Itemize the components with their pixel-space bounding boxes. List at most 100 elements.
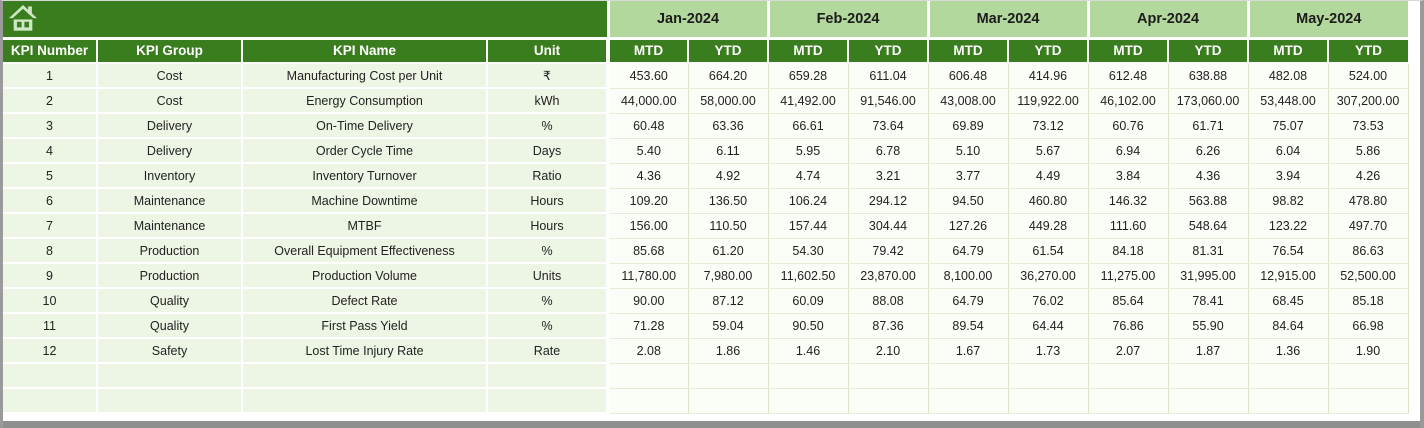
cell-value[interactable]: 11,602.50 <box>768 263 849 289</box>
cell-value[interactable]: 6.04 <box>1248 138 1329 164</box>
cell-value[interactable] <box>1168 388 1249 414</box>
cell-unit[interactable]: Hours <box>487 213 609 239</box>
cell-value[interactable]: 46,102.00 <box>1088 88 1169 114</box>
cell-value[interactable]: 11,780.00 <box>606 263 689 289</box>
cell-unit[interactable]: % <box>487 288 609 314</box>
cell-value[interactable]: 7,980.00 <box>688 263 769 289</box>
cell-value[interactable]: 1.46 <box>768 338 849 364</box>
cell-value[interactable]: 90.50 <box>768 313 849 339</box>
cell-value[interactable]: 3.77 <box>928 163 1009 189</box>
cell-value[interactable]: 88.08 <box>848 288 929 314</box>
cell-kpi-number[interactable]: 8 <box>3 238 98 264</box>
month-header-mar-2024[interactable]: Mar-2024 <box>926 1 1089 40</box>
cell-value[interactable]: 659.28 <box>768 63 849 89</box>
cell-kpi-group[interactable]: Safety <box>97 338 243 364</box>
cell-value[interactable]: 79.42 <box>848 238 929 264</box>
cell-value[interactable]: 31,995.00 <box>1168 263 1249 289</box>
cell-kpi-number[interactable]: 4 <box>3 138 98 164</box>
month-header-feb-2024[interactable]: Feb-2024 <box>766 1 929 40</box>
cell-kpi-number[interactable]: 1 <box>3 63 98 89</box>
cell-value[interactable]: 4.36 <box>1168 163 1249 189</box>
cell-value[interactable] <box>848 388 929 414</box>
cell-value[interactable]: 6.26 <box>1168 138 1249 164</box>
month-header-apr-2024[interactable]: Apr-2024 <box>1086 1 1249 40</box>
cell-value[interactable]: 109.20 <box>606 188 689 214</box>
cell-value[interactable]: 1.73 <box>1008 338 1089 364</box>
month-header-jan-2024[interactable]: Jan-2024 <box>606 1 769 40</box>
cell-value[interactable] <box>1168 363 1249 389</box>
cell-value[interactable]: 5.40 <box>606 138 689 164</box>
cell-kpi-group[interactable]: Delivery <box>97 138 243 164</box>
cell-value[interactable]: 55.90 <box>1168 313 1249 339</box>
cell-value[interactable]: 11,275.00 <box>1088 263 1169 289</box>
cell-kpi-group[interactable]: Delivery <box>97 113 243 139</box>
cell-unit[interactable]: Rate <box>487 338 609 364</box>
cell-kpi-number[interactable]: 12 <box>3 338 98 364</box>
cell-kpi-name[interactable]: Inventory Turnover <box>242 163 488 189</box>
cell-value[interactable]: 307,200.00 <box>1328 88 1409 114</box>
cell-value[interactable]: 157.44 <box>768 213 849 239</box>
cell-value[interactable]: 612.48 <box>1088 63 1169 89</box>
subheader-ytd[interactable]: YTD <box>847 38 929 64</box>
cell-value[interactable]: 58,000.00 <box>688 88 769 114</box>
cell-value[interactable]: 23,870.00 <box>848 263 929 289</box>
subheader-mtd[interactable]: MTD <box>1087 38 1169 64</box>
cell-value[interactable] <box>1328 388 1409 414</box>
cell-value[interactable]: 6.11 <box>688 138 769 164</box>
cell-kpi-group[interactable]: Maintenance <box>97 188 243 214</box>
cell-value[interactable]: 36,270.00 <box>1008 263 1089 289</box>
cell-value[interactable]: 5.67 <box>1008 138 1089 164</box>
cell-kpi-name[interactable] <box>242 363 488 389</box>
cell-kpi-name[interactable]: First Pass Yield <box>242 313 488 339</box>
cell-kpi-name[interactable] <box>242 388 488 414</box>
cell-unit[interactable]: % <box>487 313 609 339</box>
cell-value[interactable]: 98.82 <box>1248 188 1329 214</box>
cell-unit[interactable]: Days <box>487 138 609 164</box>
cell-value[interactable]: 54.30 <box>768 238 849 264</box>
cell-value[interactable]: 482.08 <box>1248 63 1329 89</box>
cell-kpi-number[interactable]: 3 <box>3 113 98 139</box>
cell-kpi-name[interactable]: Machine Downtime <box>242 188 488 214</box>
cell-value[interactable] <box>1088 363 1169 389</box>
cell-unit[interactable]: kWh <box>487 88 609 114</box>
subheader-ytd[interactable]: YTD <box>686 38 769 64</box>
subheader-ytd[interactable]: YTD <box>1167 38 1249 64</box>
cell-value[interactable] <box>1248 363 1329 389</box>
cell-unit[interactable]: Ratio <box>487 163 609 189</box>
cell-value[interactable]: 3.94 <box>1248 163 1329 189</box>
cell-kpi-number[interactable]: 6 <box>3 188 98 214</box>
cell-kpi-number[interactable]: 10 <box>3 288 98 314</box>
subheader-mtd[interactable]: MTD <box>767 38 849 64</box>
cell-value[interactable]: 146.32 <box>1088 188 1169 214</box>
cell-value[interactable]: 12,915.00 <box>1248 263 1329 289</box>
cell-value[interactable]: 61.54 <box>1008 238 1089 264</box>
cell-value[interactable]: 73.12 <box>1008 113 1089 139</box>
cell-value[interactable] <box>1008 388 1089 414</box>
cell-value[interactable]: 1.90 <box>1328 338 1409 364</box>
cell-value[interactable]: 86.63 <box>1328 238 1409 264</box>
cell-kpi-group[interactable]: Cost <box>97 88 243 114</box>
cell-value[interactable]: 4.49 <box>1008 163 1089 189</box>
cell-kpi-name[interactable]: Order Cycle Time <box>242 138 488 164</box>
subheader-mtd[interactable]: MTD <box>606 38 688 64</box>
cell-kpi-number[interactable]: 5 <box>3 163 98 189</box>
cell-unit[interactable]: % <box>487 238 609 264</box>
cell-unit[interactable]: Hours <box>487 188 609 214</box>
cell-value[interactable]: 136.50 <box>688 188 769 214</box>
cell-kpi-number[interactable] <box>3 363 98 389</box>
cell-value[interactable]: 1.36 <box>1248 338 1329 364</box>
cell-value[interactable]: 156.00 <box>606 213 689 239</box>
cell-value[interactable]: 60.48 <box>606 113 689 139</box>
cell-value[interactable] <box>768 363 849 389</box>
cell-value[interactable]: 69.89 <box>928 113 1009 139</box>
cell-value[interactable]: 91,546.00 <box>848 88 929 114</box>
cell-kpi-group[interactable]: Maintenance <box>97 213 243 239</box>
cell-value[interactable] <box>688 388 769 414</box>
cell-value[interactable]: 606.48 <box>928 63 1009 89</box>
cell-value[interactable]: 478.80 <box>1328 188 1409 214</box>
cell-value[interactable]: 81.31 <box>1168 238 1249 264</box>
cell-value[interactable]: 76.86 <box>1088 313 1169 339</box>
cell-value[interactable]: 64.44 <box>1008 313 1089 339</box>
cell-kpi-name[interactable]: MTBF <box>242 213 488 239</box>
subheader-ytd[interactable]: YTD <box>1327 38 1409 64</box>
